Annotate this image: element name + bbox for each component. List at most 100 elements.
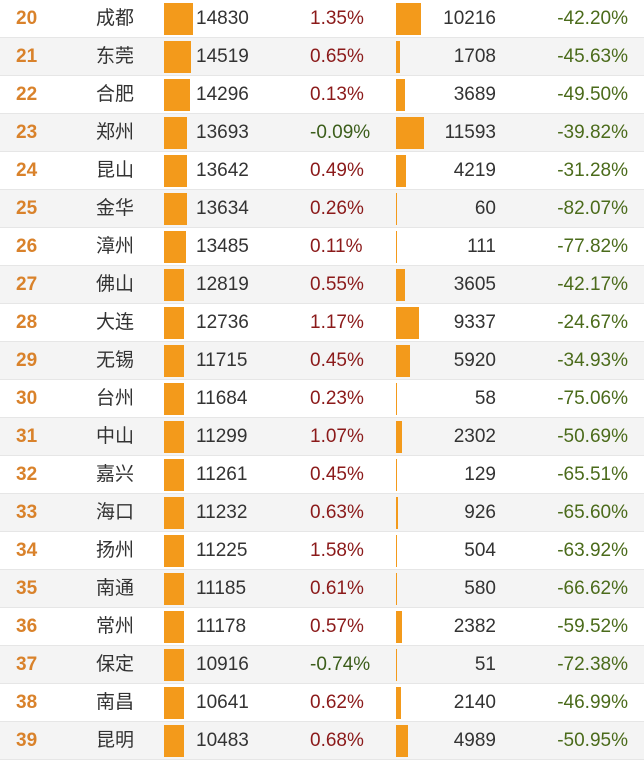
value2-bar xyxy=(396,307,419,339)
value1-bar xyxy=(164,117,187,149)
value1-cell: 11261 xyxy=(196,464,248,485)
value1-cell: 12819 xyxy=(196,274,249,295)
table-row: 37 保定 10916 -0.74% 51 -72.38% xyxy=(0,646,644,684)
value2-cell: 926 xyxy=(464,502,496,523)
value2-bar xyxy=(396,383,397,415)
city-name: 南昌 xyxy=(96,692,135,713)
pct2-change-cell: -31.28% xyxy=(557,160,628,181)
value2-bar xyxy=(396,193,397,225)
pct-change-cell: 0.13% xyxy=(310,84,364,105)
value1-bar xyxy=(164,269,184,301)
value1-bar xyxy=(164,611,184,643)
city-name: 台州 xyxy=(96,388,135,409)
pct-change-cell: 0.61% xyxy=(310,578,364,599)
rank-number: 25 xyxy=(16,198,38,219)
city-name: 保定 xyxy=(96,654,135,675)
value2-cell: 60 xyxy=(474,198,496,219)
value2-bar xyxy=(396,725,408,757)
value2-bar xyxy=(396,611,402,643)
city-name: 常州 xyxy=(96,616,135,637)
value2-bar xyxy=(396,573,397,605)
rank-number: 27 xyxy=(16,274,38,295)
table-row: 29 无锡 11715 0.45% 5920 -34.93% xyxy=(0,342,644,380)
value1-cell: 10916 xyxy=(196,654,249,675)
pct-change-cell: 0.57% xyxy=(310,616,364,637)
value2-bar xyxy=(396,497,398,529)
pct2-change-cell: -24.67% xyxy=(557,312,628,333)
rank-number: 39 xyxy=(16,730,38,751)
pct-change-cell: 1.17% xyxy=(310,312,364,333)
pct-change-cell: 0.62% xyxy=(310,692,364,713)
value1-cell: 13693 xyxy=(196,122,249,143)
pct2-change-cell: -42.17% xyxy=(557,274,628,295)
value2-cell: 504 xyxy=(464,540,496,561)
city-name: 嘉兴 xyxy=(96,464,135,485)
value1-cell: 11299 xyxy=(196,426,248,447)
table-row: 38 南昌 10641 0.62% 2140 -46.99% xyxy=(0,684,644,722)
value2-cell: 1708 xyxy=(453,46,496,67)
pct-change-cell: 0.26% xyxy=(310,198,364,219)
city-name: 东莞 xyxy=(96,46,135,67)
city-name: 金华 xyxy=(96,198,135,219)
value1-bar xyxy=(164,155,187,187)
table-row: 34 扬州 11225 1.58% 504 -63.92% xyxy=(0,532,644,570)
value2-cell: 10216 xyxy=(443,8,496,29)
value2-cell: 2382 xyxy=(453,616,496,637)
value1-cell: 14296 xyxy=(196,84,249,105)
pct-change-cell: 0.63% xyxy=(310,502,364,523)
table-row: 39 昆明 10483 0.68% 4989 -50.95% xyxy=(0,722,644,760)
value1-cell: 13634 xyxy=(196,198,249,219)
value1-cell: 11185 xyxy=(196,578,247,599)
table-row: 30 台州 11684 0.23% 58 -75.06% xyxy=(0,380,644,418)
value1-cell: 11178 xyxy=(196,616,247,637)
pct2-change-cell: -59.52% xyxy=(557,616,628,637)
pct2-change-cell: -45.63% xyxy=(557,46,628,67)
city-name: 合肥 xyxy=(96,84,135,105)
rank-number: 26 xyxy=(16,236,38,257)
value2-bar xyxy=(396,117,424,149)
table-row: 22 合肥 14296 0.13% 3689 -49.50% xyxy=(0,76,644,114)
value1-cell: 12736 xyxy=(196,312,249,333)
pct-change-cell: 1.58% xyxy=(310,540,364,561)
value1-bar xyxy=(164,649,184,681)
table-row: 20 成都 14830 1.35% 10216 -42.20% xyxy=(0,0,644,38)
table-row: 35 南通 11185 0.61% 580 -66.62% xyxy=(0,570,644,608)
pct-change-cell: 0.23% xyxy=(310,388,364,409)
rank-number: 30 xyxy=(16,388,38,409)
rank-number: 35 xyxy=(16,578,38,599)
value2-bar xyxy=(396,345,410,377)
pct2-change-cell: -46.99% xyxy=(557,692,628,713)
pct2-change-cell: -39.82% xyxy=(557,122,628,143)
pct-change-cell: -0.09% xyxy=(310,122,371,143)
rank-number: 23 xyxy=(16,122,38,143)
city-name: 昆山 xyxy=(96,160,135,181)
value2-bar xyxy=(396,421,402,453)
value2-bar xyxy=(396,3,421,35)
pct2-change-cell: -72.38% xyxy=(557,654,628,675)
table-row: 27 佛山 12819 0.55% 3605 -42.17% xyxy=(0,266,644,304)
table-row: 28 大连 12736 1.17% 9337 -24.67% xyxy=(0,304,644,342)
rank-number: 37 xyxy=(16,654,38,675)
pct-change-cell: 0.65% xyxy=(310,46,364,67)
pct2-change-cell: -42.20% xyxy=(557,8,628,29)
value1-bar xyxy=(164,307,184,339)
pct2-change-cell: -34.93% xyxy=(557,350,628,371)
city-name: 郑州 xyxy=(96,122,135,143)
value1-cell: 11715 xyxy=(196,350,248,371)
value2-cell: 4989 xyxy=(453,730,496,751)
value2-bar xyxy=(396,155,406,187)
value1-cell: 13485 xyxy=(196,236,249,257)
value2-cell: 580 xyxy=(464,578,496,599)
value1-cell: 11225 xyxy=(196,540,248,561)
value1-bar xyxy=(164,497,184,529)
value2-bar xyxy=(396,459,397,491)
value2-cell: 4219 xyxy=(453,160,496,181)
value1-cell: 10483 xyxy=(196,730,249,751)
rank-number: 24 xyxy=(16,160,38,181)
pct-change-cell: 0.55% xyxy=(310,274,364,295)
pct-change-cell: 0.68% xyxy=(310,730,364,751)
city-name: 无锡 xyxy=(96,350,135,371)
value2-cell: 2302 xyxy=(453,426,496,447)
value2-cell: 58 xyxy=(474,388,496,409)
